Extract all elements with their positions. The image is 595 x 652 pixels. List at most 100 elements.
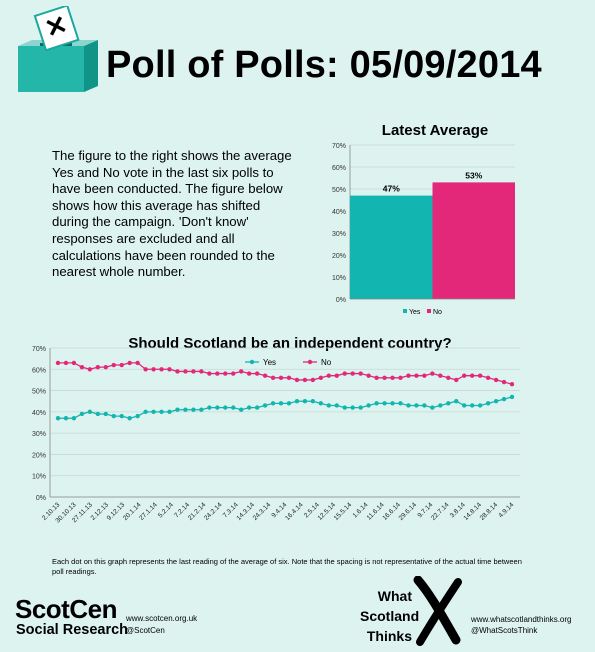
- line-legend-label: No: [321, 358, 332, 367]
- data-point-no: [422, 373, 427, 378]
- bar-yes: [350, 195, 433, 299]
- data-point-yes: [231, 405, 236, 410]
- wst-url[interactable]: www.whatscotlandthinks.org: [471, 615, 572, 624]
- data-point-no: [183, 369, 188, 374]
- data-point-yes: [310, 399, 316, 404]
- data-point-no: [477, 373, 483, 378]
- data-point-yes: [406, 403, 411, 408]
- data-point-yes: [103, 411, 108, 417]
- line-legend-marker-yes: [249, 359, 255, 365]
- line-x-tick-label: 29.6.14: [398, 501, 419, 522]
- line-y-tick-label: 50%: [32, 389, 46, 396]
- data-point-no: [254, 371, 260, 376]
- data-point-yes: [509, 394, 515, 400]
- data-point-no: [454, 377, 459, 383]
- wst-handle[interactable]: @WhatScotsThink: [471, 626, 538, 635]
- bar-y-tick-label: 60%: [332, 165, 346, 172]
- data-point-no: [231, 371, 236, 376]
- bar-y-tick-label: 40%: [332, 209, 346, 216]
- data-point-yes: [55, 416, 61, 421]
- scotcen-logo-subtitle: Social Research: [16, 622, 129, 638]
- data-point-yes: [390, 401, 395, 406]
- series-line-yes: [58, 396, 513, 419]
- data-point-no: [167, 367, 172, 372]
- data-point-no: [286, 375, 292, 380]
- data-point-no: [438, 373, 443, 378]
- data-point-yes: [382, 401, 387, 406]
- data-point-no: [135, 360, 140, 366]
- data-point-no: [71, 360, 77, 366]
- data-point-no: [246, 371, 252, 376]
- data-point-yes: [143, 409, 148, 415]
- data-point-no: [318, 375, 324, 380]
- data-point-yes: [191, 407, 196, 412]
- bar-data-label: 47%: [383, 184, 400, 194]
- data-point-no: [406, 373, 411, 378]
- data-point-yes: [438, 403, 443, 408]
- data-point-no: [469, 373, 475, 378]
- data-point-no: [374, 375, 379, 380]
- data-point-yes: [278, 401, 284, 406]
- data-point-yes: [358, 405, 363, 410]
- data-point-no: [294, 377, 300, 383]
- data-point-yes: [151, 409, 156, 415]
- line-y-tick-label: 40%: [32, 410, 46, 417]
- data-point-no: [175, 369, 180, 374]
- data-point-yes: [398, 401, 403, 406]
- data-point-no: [103, 364, 108, 370]
- bar-y-tick-label: 20%: [332, 253, 346, 260]
- line-x-tick-label: 24.2.14: [203, 501, 224, 522]
- data-point-no: [390, 375, 395, 380]
- page-title: Poll of Polls: 05/09/2014: [106, 44, 542, 86]
- bar-data-label: 53%: [465, 170, 482, 180]
- data-point-yes: [254, 405, 260, 410]
- data-point-no: [95, 364, 101, 370]
- line-y-tick-label: 60%: [32, 367, 46, 374]
- data-point-no: [159, 367, 164, 372]
- data-point-no: [223, 371, 228, 376]
- line-legend-marker-no: [307, 359, 313, 365]
- data-point-yes: [79, 411, 85, 417]
- scotcen-logo-name: ScotCen: [15, 594, 117, 624]
- data-point-no: [334, 373, 339, 378]
- data-point-no: [127, 360, 132, 366]
- data-point-yes: [270, 401, 276, 406]
- data-point-no: [238, 369, 244, 374]
- bar-legend-label: No: [433, 309, 442, 316]
- data-point-yes: [238, 407, 244, 412]
- data-point-yes: [286, 401, 292, 406]
- data-point-no: [366, 373, 371, 378]
- data-point-yes: [493, 399, 499, 404]
- line-y-tick-label: 10%: [32, 474, 46, 481]
- line-x-tick-label: 24.3.14: [252, 501, 273, 522]
- data-point-yes: [199, 407, 204, 412]
- series-line-no: [58, 362, 513, 385]
- data-point-no: [63, 360, 69, 366]
- data-point-no: [151, 367, 156, 372]
- wst-cross-icon: [413, 576, 462, 646]
- data-point-no: [485, 375, 491, 380]
- scotcen-handle[interactable]: @ScotCen: [126, 626, 165, 635]
- data-point-yes: [462, 403, 467, 408]
- data-point-no: [278, 375, 284, 380]
- ballot-box-icon: [18, 6, 98, 92]
- bar-y-tick-label: 70%: [332, 143, 346, 150]
- intro-text: The figure to the right shows the averag…: [52, 148, 292, 280]
- data-point-no: [358, 371, 363, 376]
- data-point-no: [493, 377, 499, 383]
- data-point-yes: [207, 405, 212, 410]
- bar-y-tick-label: 10%: [332, 275, 346, 282]
- data-point-yes: [63, 416, 69, 421]
- data-point-yes: [446, 401, 451, 406]
- data-point-yes: [246, 405, 252, 410]
- wst-line-3: Thinks: [366, 628, 412, 644]
- wst-logo-text: What Scotland Thinks: [360, 586, 419, 646]
- line-y-tick-label: 20%: [32, 452, 46, 459]
- data-point-yes: [326, 403, 332, 408]
- data-point-yes: [215, 405, 220, 410]
- line-x-tick-label: 16.4.14: [284, 501, 305, 522]
- line-x-tick-label: 4.9.14: [497, 501, 515, 519]
- line-x-tick-label: 15.5.14: [333, 501, 354, 522]
- data-point-yes: [334, 403, 339, 408]
- scotcen-url[interactable]: www.scotcen.org.uk: [126, 614, 198, 623]
